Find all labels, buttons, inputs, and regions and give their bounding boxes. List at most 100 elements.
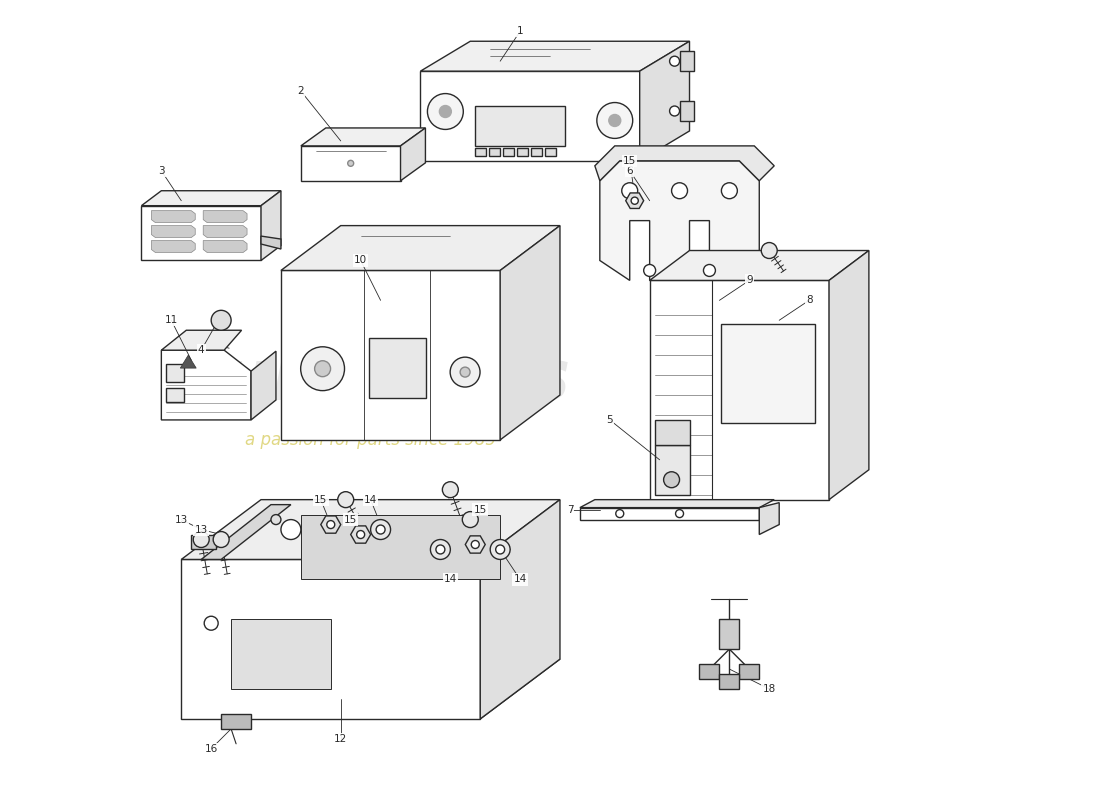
Text: 8: 8 <box>806 295 813 306</box>
Polygon shape <box>600 161 759 281</box>
Polygon shape <box>420 42 690 71</box>
Text: 1: 1 <box>517 26 524 36</box>
Bar <box>739 664 759 679</box>
Bar <box>680 101 694 121</box>
Polygon shape <box>301 514 500 579</box>
Polygon shape <box>280 226 560 270</box>
Bar <box>166 364 185 382</box>
Polygon shape <box>626 193 644 209</box>
Text: 7: 7 <box>566 505 573 514</box>
Text: europarts: europarts <box>170 346 570 414</box>
Bar <box>654 420 690 445</box>
Circle shape <box>663 472 680 488</box>
Polygon shape <box>182 500 560 559</box>
Text: 14: 14 <box>364 494 377 505</box>
Circle shape <box>213 531 229 547</box>
Bar <box>700 664 719 679</box>
Polygon shape <box>251 351 276 420</box>
Circle shape <box>722 182 737 198</box>
Bar <box>719 619 739 649</box>
Circle shape <box>338 492 354 508</box>
Circle shape <box>211 310 231 330</box>
Circle shape <box>356 530 364 538</box>
Text: 9: 9 <box>746 275 752 286</box>
Polygon shape <box>152 241 195 253</box>
Polygon shape <box>640 42 690 161</box>
Text: 14: 14 <box>514 574 527 584</box>
Text: 14: 14 <box>443 574 456 584</box>
Circle shape <box>327 521 334 529</box>
Text: a passion for parts since 1985: a passion for parts since 1985 <box>245 431 496 449</box>
Polygon shape <box>261 190 280 261</box>
Circle shape <box>491 539 510 559</box>
Bar <box>654 445 690 494</box>
Polygon shape <box>650 281 829 500</box>
Polygon shape <box>301 146 400 181</box>
Polygon shape <box>420 71 640 161</box>
Circle shape <box>442 482 459 498</box>
Circle shape <box>460 367 470 377</box>
Bar <box>368 338 426 398</box>
Polygon shape <box>351 526 371 543</box>
Bar <box>475 106 565 146</box>
Polygon shape <box>201 505 290 559</box>
Circle shape <box>430 539 450 559</box>
Polygon shape <box>162 350 251 420</box>
Bar <box>231 619 331 689</box>
Polygon shape <box>182 659 560 719</box>
Bar <box>475 148 486 156</box>
Bar <box>517 148 528 156</box>
Polygon shape <box>204 241 248 253</box>
Circle shape <box>271 514 281 525</box>
Circle shape <box>621 182 638 198</box>
Circle shape <box>672 182 688 198</box>
Circle shape <box>462 512 478 527</box>
Polygon shape <box>650 250 869 281</box>
Polygon shape <box>500 226 560 440</box>
Circle shape <box>439 106 451 118</box>
Circle shape <box>644 265 656 277</box>
Text: 15: 15 <box>474 505 487 514</box>
Polygon shape <box>180 355 196 368</box>
Polygon shape <box>759 502 779 534</box>
Bar <box>722 324 815 423</box>
Circle shape <box>315 361 331 377</box>
Bar <box>490 148 500 156</box>
Circle shape <box>670 106 680 116</box>
Polygon shape <box>204 210 248 222</box>
Bar <box>680 51 694 71</box>
Text: 5: 5 <box>606 415 613 425</box>
Polygon shape <box>829 250 869 500</box>
Circle shape <box>471 541 480 549</box>
Circle shape <box>675 510 683 518</box>
Text: 13: 13 <box>195 525 208 534</box>
Polygon shape <box>280 270 500 440</box>
Polygon shape <box>465 536 485 553</box>
Text: 13: 13 <box>175 514 188 525</box>
Text: 16: 16 <box>205 744 218 754</box>
Bar <box>719 281 745 300</box>
Circle shape <box>205 616 218 630</box>
Polygon shape <box>580 508 759 519</box>
Polygon shape <box>152 210 195 222</box>
Polygon shape <box>204 226 248 238</box>
Polygon shape <box>162 330 242 350</box>
Polygon shape <box>142 190 280 206</box>
Text: 15: 15 <box>344 514 358 525</box>
Bar <box>719 674 739 689</box>
Bar <box>544 148 556 156</box>
Text: 10: 10 <box>354 255 367 266</box>
Circle shape <box>194 531 209 547</box>
Circle shape <box>300 346 344 390</box>
Polygon shape <box>142 206 261 261</box>
Circle shape <box>371 519 390 539</box>
Circle shape <box>761 242 778 258</box>
Circle shape <box>280 519 301 539</box>
Bar <box>531 148 542 156</box>
Text: 15: 15 <box>315 494 328 505</box>
Circle shape <box>376 525 385 534</box>
Circle shape <box>631 197 638 204</box>
Text: 18: 18 <box>762 684 776 694</box>
Text: 6: 6 <box>626 166 632 176</box>
Bar <box>191 534 217 550</box>
